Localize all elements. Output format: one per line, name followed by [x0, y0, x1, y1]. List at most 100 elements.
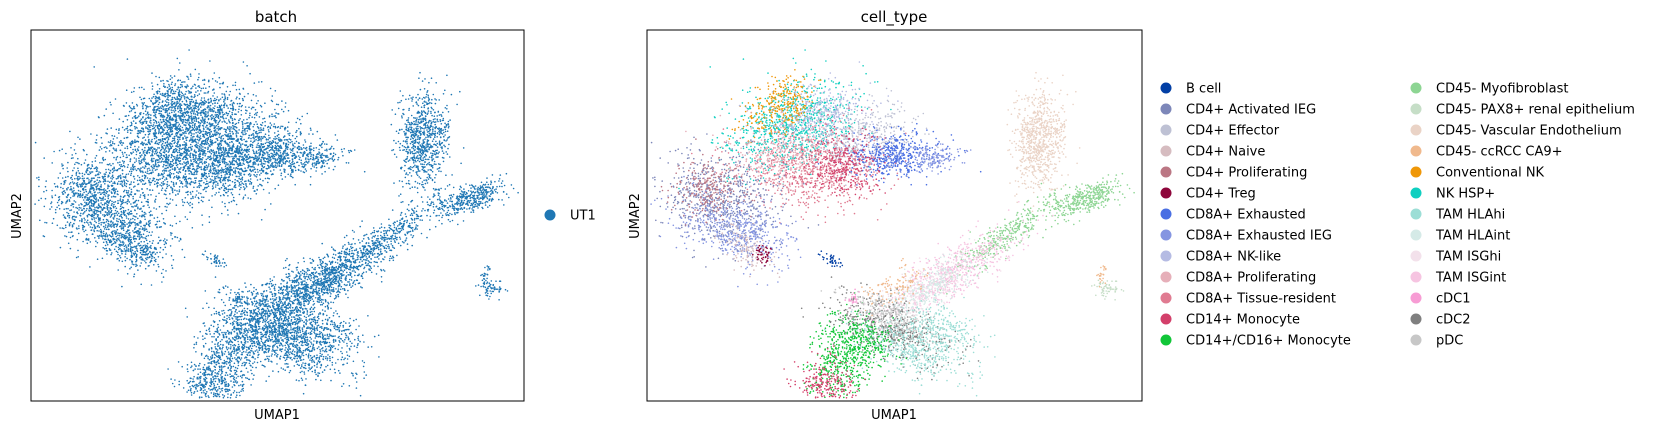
scatter-point: [180, 107, 183, 110]
scatter-point: [229, 107, 232, 110]
scatter-point: [166, 239, 168, 241]
scatter-point: [172, 125, 175, 127]
scatter-point: [139, 132, 142, 134]
scatter-point: [91, 215, 94, 218]
scatter-point: [182, 136, 184, 139]
scatter-point: [158, 107, 160, 109]
scatter-point: [95, 245, 97, 248]
scatter-point: [271, 115, 273, 118]
scatter-point: [156, 220, 159, 223]
scatter-point: [194, 115, 197, 118]
scatter-point: [293, 165, 296, 168]
scatter-point: [211, 150, 213, 152]
scatter-point: [95, 221, 97, 224]
scatter-point: [115, 150, 118, 152]
scatter-point: [95, 199, 98, 201]
scatter-point: [210, 130, 213, 133]
scatter-point: [255, 114, 258, 116]
scatter-point: [77, 167, 79, 170]
scatter-point: [142, 166, 144, 168]
scatter-point: [196, 167, 198, 170]
scatter-point: [105, 228, 108, 231]
scatter-point: [229, 179, 231, 182]
scatter-point: [207, 99, 209, 101]
scatter-point: [112, 112, 114, 115]
scatter-point: [267, 165, 270, 167]
scatter-point: [197, 144, 199, 147]
scatter-point: [240, 131, 243, 134]
scatter-point: [189, 201, 192, 204]
scatter-point: [300, 132, 303, 135]
scatter-point: [117, 234, 119, 237]
scatter-point: [155, 110, 157, 112]
scatter-point: [180, 109, 182, 111]
scatter-point: [181, 84, 183, 86]
scatter-point: [228, 188, 230, 191]
scatter-point: [266, 152, 269, 154]
scatter-point: [139, 228, 141, 230]
scatter-point: [262, 136, 265, 138]
scatter-point: [192, 197, 194, 199]
scatter-point: [154, 198, 157, 201]
scatter-point: [247, 167, 249, 169]
scatter-point: [238, 102, 241, 105]
scatter-point: [169, 166, 172, 168]
scatter-point: [246, 130, 249, 132]
scatter-point: [243, 149, 245, 152]
scatter-point: [101, 203, 104, 206]
scatter-point: [244, 144, 246, 147]
scatter-point: [87, 239, 90, 241]
scatter-point: [184, 152, 186, 154]
scatter-point: [78, 204, 80, 206]
scatter-point: [209, 145, 211, 148]
scatter-point: [140, 118, 143, 120]
scatter-point: [135, 153, 138, 156]
scatter-point: [195, 169, 198, 171]
scatter-point: [160, 113, 163, 115]
scatter-point: [161, 142, 164, 145]
scatter-point: [264, 124, 267, 127]
scatter-point: [289, 175, 292, 177]
scatter-point: [197, 136, 199, 138]
scatter-point: [172, 109, 174, 112]
scatter-point: [107, 141, 110, 143]
scatter-point: [249, 178, 252, 180]
scatter-point: [147, 163, 149, 165]
scatter-point: [193, 135, 195, 138]
scatter-point: [175, 145, 177, 147]
scatter-point: [185, 108, 188, 110]
scatter-point: [151, 128, 154, 130]
scatter-point: [224, 96, 226, 98]
scatter-point: [230, 200, 233, 203]
scatter-point: [171, 160, 173, 163]
scatter-point: [195, 143, 198, 146]
scatter-point: [161, 177, 164, 180]
scatter-point: [143, 240, 145, 243]
scatter-point: [190, 193, 192, 195]
scatter-point: [255, 130, 258, 133]
scatter-point: [126, 125, 129, 128]
scatter-point: [103, 188, 105, 190]
scatter-point: [162, 184, 164, 186]
scatter-point: [253, 152, 256, 155]
scatter-point: [266, 141, 268, 144]
scatter-point: [299, 131, 302, 133]
scatter-point: [243, 95, 246, 98]
scatter-point: [77, 255, 79, 258]
scatter-point: [228, 145, 231, 147]
scatter-point: [179, 118, 182, 120]
scatter-point: [195, 120, 198, 123]
scatter-point: [167, 128, 170, 131]
scatter-point: [94, 237, 96, 239]
scatter-point: [178, 117, 181, 119]
scatter-point: [134, 128, 136, 130]
scatter-point: [117, 212, 120, 215]
scatter-point: [252, 185, 255, 188]
scatter-point: [94, 191, 96, 193]
scatter-point: [148, 180, 150, 182]
scatter-point: [316, 153, 318, 156]
scatter-point: [122, 162, 125, 164]
scatter-point: [278, 162, 281, 165]
scatter-point: [64, 176, 67, 178]
scatter-point: [130, 168, 132, 171]
